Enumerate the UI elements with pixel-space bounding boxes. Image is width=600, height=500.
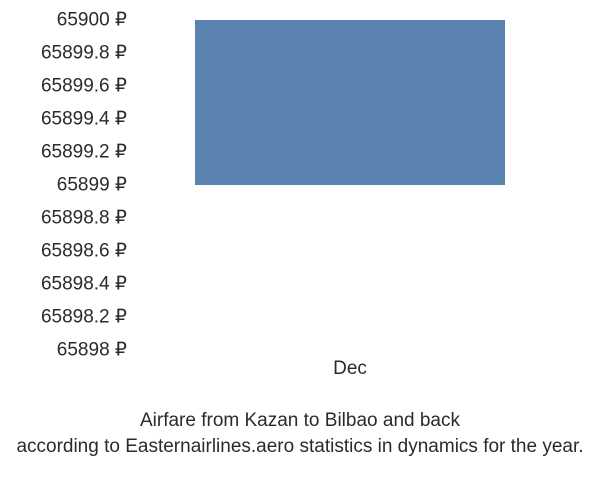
y-tick-label: 65899 ₽ — [57, 174, 135, 197]
y-tick-label: 65899.6 ₽ — [41, 75, 135, 98]
airfare-chart: 65900 ₽ 65899.8 ₽ 65899.6 ₽ 65899.4 ₽ 65899.… — [0, 0, 600, 500]
y-tick-label: 65898.2 ₽ — [41, 306, 135, 329]
y-tick-label: 65898 ₽ — [57, 339, 135, 362]
y-tick-label: 65898.4 ₽ — [41, 273, 135, 296]
y-tick-label: 65898.8 ₽ — [41, 207, 135, 230]
y-tick-label: 65900 ₽ — [57, 9, 135, 32]
x-tick-label: Dec — [333, 350, 367, 380]
caption-line: according to Easternairlines.aero statis… — [0, 434, 600, 460]
y-tick-label: 65899.2 ₽ — [41, 141, 135, 164]
bar — [195, 20, 505, 185]
y-tick-label: 65898.6 ₽ — [41, 240, 135, 263]
caption-line: Airfare from Kazan to Bilbao and back — [0, 408, 600, 434]
plot-area: 65900 ₽65899.8 ₽65899.6 ₽65899.4 ₽65899.… — [135, 20, 565, 350]
y-tick-label: 65899.4 ₽ — [41, 108, 135, 131]
chart-caption: Airfare from Kazan to Bilbao and backacc… — [0, 408, 600, 459]
y-tick-label: 65899.8 ₽ — [41, 42, 135, 65]
